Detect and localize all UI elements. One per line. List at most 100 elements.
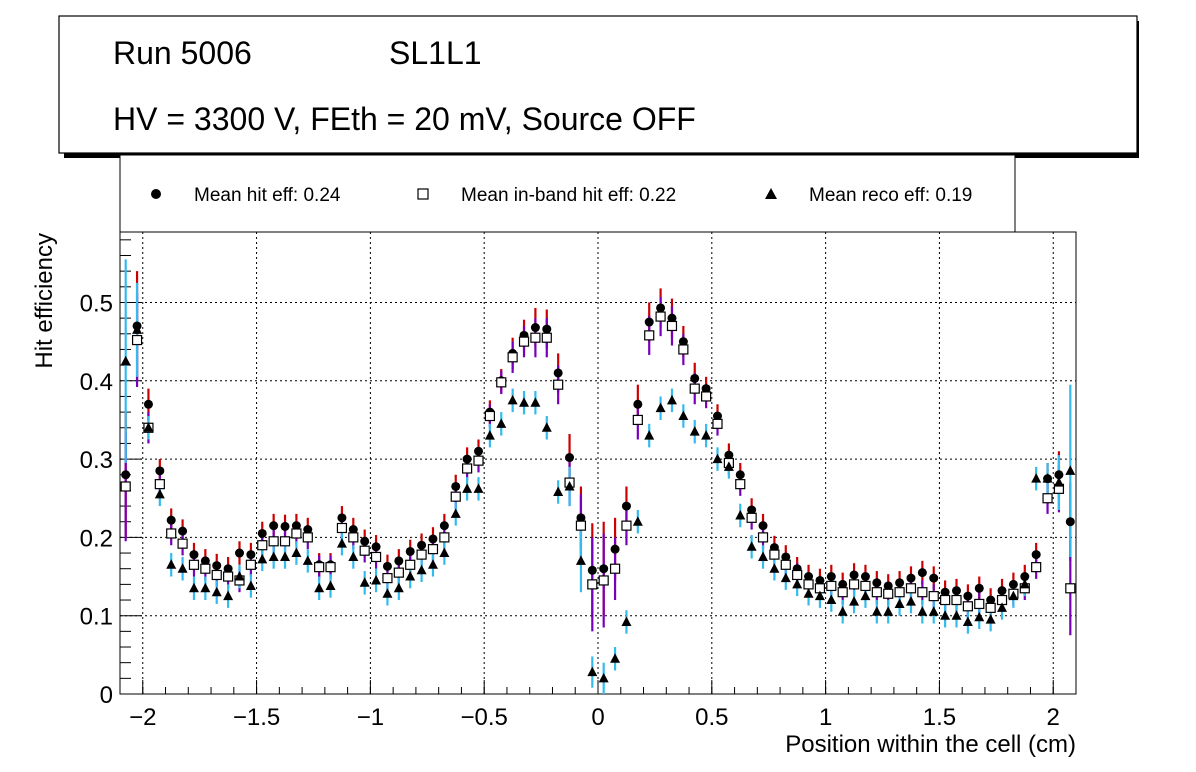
- data-point-reco: [427, 559, 438, 569]
- data-point-hit: [542, 324, 552, 334]
- data-point-inband: [188, 559, 200, 570]
- y-tick-label: 0.2: [80, 525, 113, 552]
- x-axis-label: Position within the cell (cm): [785, 731, 1076, 758]
- data-point-inband: [575, 520, 587, 531]
- data-point-hit: [1020, 572, 1030, 582]
- data-point-hit: [929, 573, 939, 583]
- legend-box: [119, 154, 1016, 233]
- title-conditions: HV = 3300 V, FEth = 20 mV, Source OFF: [113, 101, 696, 137]
- x-tick-label: 0.5: [695, 704, 728, 731]
- data-point-reco: [336, 538, 347, 548]
- data-point-reco: [314, 582, 325, 593]
- data-point-hit: [235, 548, 244, 558]
- data-point-hit: [553, 368, 563, 378]
- data-point-reco: [940, 610, 951, 620]
- data-point-inband: [348, 532, 359, 543]
- data-point-inband: [655, 311, 666, 322]
- data-point-reco: [678, 410, 689, 421]
- data-point-hit: [997, 586, 1007, 596]
- data-point-hit: [872, 578, 882, 588]
- data-point-inband: [393, 567, 404, 578]
- data-point-hit: [906, 573, 916, 583]
- data-point-hit: [439, 521, 449, 531]
- data-point-reco: [325, 580, 336, 590]
- data-point-reco: [1019, 578, 1030, 589]
- legend-label-hit: Mean hit eff: 0.24: [194, 185, 341, 206]
- data-point-reco: [644, 430, 655, 440]
- data-point-inband: [268, 536, 279, 547]
- grid: [120, 232, 1076, 694]
- data-point-hit: [143, 399, 153, 409]
- data-point-inband: [792, 569, 803, 581]
- data-point-inband: [484, 410, 495, 422]
- data-point-hit: [895, 578, 905, 588]
- data-point-inband: [712, 418, 723, 429]
- data-point-reco: [951, 610, 962, 620]
- data-point-inband: [666, 320, 678, 332]
- data-point-hit: [257, 528, 267, 538]
- data-point-inband: [985, 602, 996, 613]
- data-point-hit: [826, 572, 836, 582]
- data-point-hit: [735, 470, 745, 480]
- data-point-inband: [120, 481, 131, 492]
- data-point-hit: [371, 542, 381, 552]
- data-point-inband: [780, 559, 791, 570]
- data-point-hit: [667, 313, 677, 323]
- data-point-hit: [246, 550, 256, 560]
- data-point-hit: [656, 303, 666, 313]
- data-point-inband: [439, 532, 450, 543]
- data-point-inband: [518, 336, 530, 347]
- data-point-reco: [280, 551, 291, 561]
- data-point-reco: [530, 397, 541, 407]
- x-tick-label: 2: [1047, 704, 1060, 731]
- data-point-reco: [519, 397, 530, 407]
- data-point-inband: [553, 379, 564, 390]
- data-point-inband: [325, 562, 336, 573]
- data-point-inband: [382, 573, 393, 584]
- data-point-hit: [974, 583, 984, 593]
- data-point-hit: [986, 595, 996, 605]
- data-point-inband: [917, 587, 928, 598]
- data-point-hit: [565, 453, 575, 463]
- data-point-inband: [701, 391, 712, 402]
- data-point-reco: [769, 563, 780, 573]
- data-point-hit: [178, 526, 188, 536]
- data-point-reco: [792, 578, 803, 589]
- data-point-reco: [450, 508, 461, 518]
- data-point-reco: [621, 616, 632, 626]
- data-point-reco: [712, 453, 723, 464]
- data-point-hit: [462, 454, 472, 464]
- data-point-hit: [212, 561, 222, 571]
- data-point-hit: [394, 556, 404, 566]
- title-box: [58, 15, 1138, 154]
- data-point-reco: [689, 426, 700, 436]
- data-point-inband: [746, 512, 757, 523]
- data-point-inband: [905, 583, 917, 594]
- title-run: Run 5006: [113, 35, 252, 71]
- data-point-hit: [621, 501, 631, 511]
- data-point-reco: [166, 559, 177, 569]
- data-point-hit: [963, 591, 973, 601]
- data-point-hit: [360, 536, 370, 546]
- data-point-inband: [291, 528, 302, 539]
- data-point-reco: [462, 483, 473, 493]
- data-point-reco: [188, 582, 199, 593]
- data-point-inband: [951, 594, 962, 606]
- data-point-reco: [473, 483, 484, 493]
- data-point-inband: [609, 563, 621, 574]
- data-point-reco: [416, 564, 427, 575]
- data-point-inband: [1065, 583, 1076, 594]
- data-point-reco: [598, 672, 609, 683]
- data-point-inband: [689, 383, 700, 394]
- data-point-reco: [154, 488, 165, 499]
- data-point-hit: [382, 561, 392, 571]
- data-point-inband: [473, 455, 484, 466]
- data-point-reco: [849, 596, 860, 606]
- data-point-inband: [940, 594, 951, 606]
- data-point-inband: [757, 532, 769, 543]
- data-point-reco: [291, 547, 302, 558]
- data-point-reco: [496, 418, 507, 428]
- data-point-reco: [371, 574, 382, 585]
- data-point-inband: [1031, 562, 1042, 573]
- data-point-reco: [359, 577, 370, 587]
